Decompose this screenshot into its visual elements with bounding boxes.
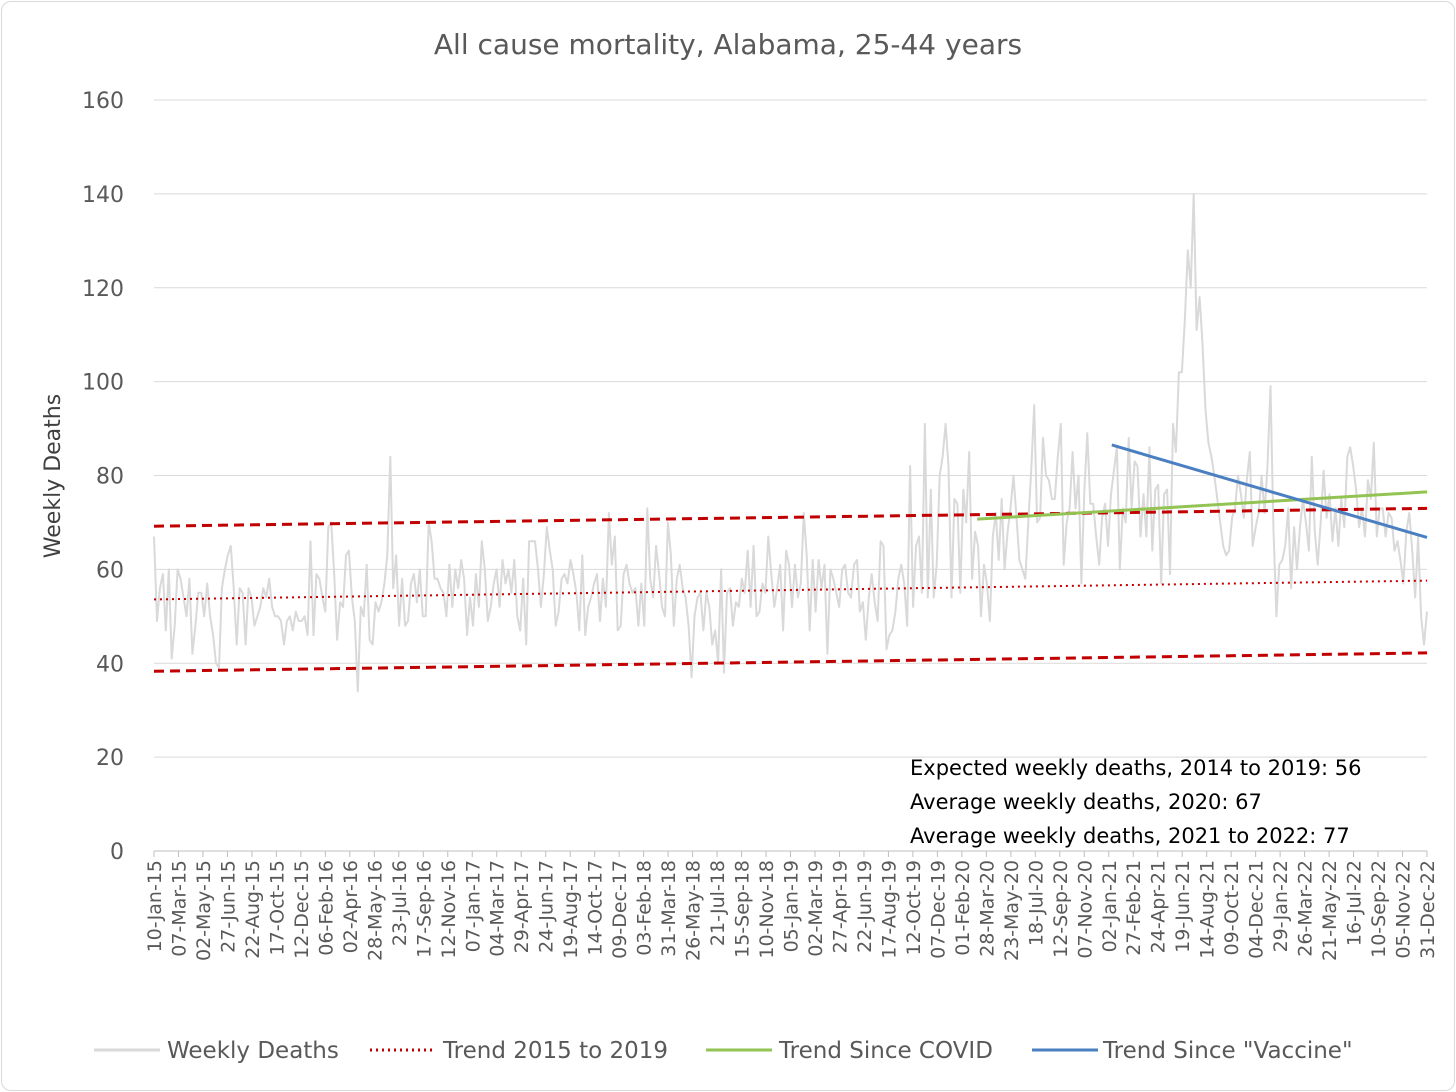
annotation-2020: Average weekly deaths, 2020: 67 bbox=[910, 790, 1262, 814]
y-tick-label-80: 80 bbox=[96, 465, 124, 490]
x-tick-label: 26-Mar-22 bbox=[1295, 860, 1317, 957]
x-tick-label: 14-Aug-21 bbox=[1197, 860, 1219, 959]
x-tick-label: 10-Jan-15 bbox=[144, 860, 166, 952]
annotation-box: Expected weekly deaths, 2014 to 2019: 56… bbox=[910, 756, 1362, 848]
x-tick-label: 27-Jun-15 bbox=[217, 860, 239, 953]
x-tick-label: 09-Dec-17 bbox=[609, 860, 631, 959]
x-tick-label: 07-Nov-20 bbox=[1074, 860, 1096, 959]
x-tick-label: 05-Jan-19 bbox=[781, 860, 803, 952]
x-tick-label: 12-Nov-16 bbox=[438, 860, 460, 959]
y-tick-label-60: 60 bbox=[96, 558, 124, 583]
x-tick-label: 17-Aug-19 bbox=[878, 860, 900, 959]
x-tick-label: 31-Dec-22 bbox=[1417, 860, 1439, 959]
y-tick-label-0: 0 bbox=[110, 840, 124, 865]
legend-label-trend-2015-2019: Trend 2015 to 2019 bbox=[442, 1038, 668, 1064]
x-tick-label: 27-Apr-19 bbox=[829, 860, 851, 953]
x-tick-label: 31-Mar-18 bbox=[658, 860, 680, 957]
x-tick-label: 24-Apr-21 bbox=[1148, 860, 1170, 953]
legend-label-weekly-deaths: Weekly Deaths bbox=[167, 1038, 339, 1064]
x-tick-label: 17-Sep-16 bbox=[413, 860, 435, 958]
series-layer bbox=[153, 192, 1428, 693]
x-tick-label: 02-Apr-16 bbox=[340, 860, 362, 953]
legend-label-trend-covid: Trend Since COVID bbox=[778, 1038, 993, 1064]
legend: Weekly Deaths Trend 2015 to 2019 Trend S… bbox=[94, 1038, 1353, 1064]
x-tick-label: 04-Mar-17 bbox=[487, 860, 509, 957]
chart-title: All cause mortality, Alabama, 25-44 year… bbox=[434, 28, 1022, 61]
x-tick-label: 15-Sep-18 bbox=[732, 860, 754, 958]
x-tick-label: 29-Apr-17 bbox=[511, 860, 533, 953]
series-weekly-deaths-line bbox=[153, 192, 1428, 693]
x-tick-label: 09-Oct-21 bbox=[1221, 860, 1243, 955]
legend-label-trend-vaccine: Trend Since "Vaccine" bbox=[1102, 1038, 1353, 1064]
x-tick-label: 14-Oct-17 bbox=[585, 860, 607, 955]
x-tick-label: 10-Nov-18 bbox=[756, 860, 778, 959]
x-tick-label: 22-Aug-15 bbox=[242, 860, 264, 959]
x-tick-label: 26-May-18 bbox=[683, 860, 705, 961]
trend-since-vaccine-line bbox=[1111, 443, 1428, 539]
x-tick-label: 29-Jan-22 bbox=[1270, 860, 1292, 952]
x-tick-label: 23-May-20 bbox=[1001, 860, 1023, 961]
trend-2015-2019-line bbox=[153, 579, 1428, 601]
x-tick-label: 17-Oct-15 bbox=[266, 860, 288, 955]
x-tick-label: 04-Dec-21 bbox=[1246, 860, 1268, 959]
x-tick-label: 07-Dec-19 bbox=[927, 860, 949, 959]
y-tick-label-140: 140 bbox=[82, 183, 124, 208]
annotation-expected: Expected weekly deaths, 2014 to 2019: 56 bbox=[910, 756, 1362, 780]
y-tick-label-160: 160 bbox=[82, 89, 124, 114]
y-tick-label-100: 100 bbox=[82, 371, 124, 396]
x-tick-label: 18-Jul-20 bbox=[1025, 860, 1047, 946]
grid-layer bbox=[153, 99, 1428, 857]
x-tick-label: 22-Jun-19 bbox=[854, 860, 876, 953]
x-tick-label: 21-Jul-18 bbox=[707, 860, 729, 946]
x-tick-label: 07-Mar-15 bbox=[168, 860, 190, 957]
annotation-2021-2022: Average weekly deaths, 2021 to 2022: 77 bbox=[910, 824, 1350, 848]
x-tick-label: 07-Jan-17 bbox=[462, 860, 484, 952]
y-axis-title: Weekly Deaths bbox=[41, 394, 66, 558]
x-tick-label: 02-Jan-21 bbox=[1099, 860, 1121, 952]
x-tick-label: 02-Mar-19 bbox=[805, 860, 827, 957]
x-tick-label: 12-Sep-20 bbox=[1050, 860, 1072, 958]
x-tick-label: 12-Dec-15 bbox=[291, 860, 313, 959]
trend-since-covid-line bbox=[977, 490, 1428, 521]
x-tick-label: 19-Aug-17 bbox=[560, 860, 582, 959]
x-tick-label: 27-Feb-21 bbox=[1123, 860, 1145, 956]
trend-2015-2019-lower-line bbox=[153, 651, 1428, 673]
trend-2015-2019-upper-line bbox=[153, 506, 1428, 528]
x-tick-label: 21-May-22 bbox=[1319, 860, 1341, 961]
x-tick-label: 24-Jun-17 bbox=[536, 860, 558, 953]
x-tick-label: 01-Feb-20 bbox=[952, 860, 974, 956]
x-tick-label: 23-Jul-16 bbox=[389, 860, 411, 946]
y-tick-label-20: 20 bbox=[96, 746, 124, 771]
y-tick-label-40: 40 bbox=[96, 652, 124, 677]
x-tick-label: 02-May-15 bbox=[193, 860, 215, 961]
x-tick-label: 28-Mar-20 bbox=[976, 860, 998, 957]
x-tick-label: 12-Oct-19 bbox=[903, 860, 925, 955]
x-tick-label: 06-Feb-16 bbox=[315, 860, 337, 956]
x-tick-label: 03-Feb-18 bbox=[634, 860, 656, 956]
x-tick-label: 28-May-16 bbox=[364, 860, 386, 961]
x-tick-label: 16-Jul-22 bbox=[1344, 860, 1366, 946]
x-tick-label: 10-Sep-22 bbox=[1368, 860, 1390, 958]
x-tick-label: 05-Nov-22 bbox=[1393, 860, 1415, 959]
y-tick-label-120: 120 bbox=[82, 277, 124, 302]
x-tick-label: 19-Jun-21 bbox=[1172, 860, 1194, 953]
